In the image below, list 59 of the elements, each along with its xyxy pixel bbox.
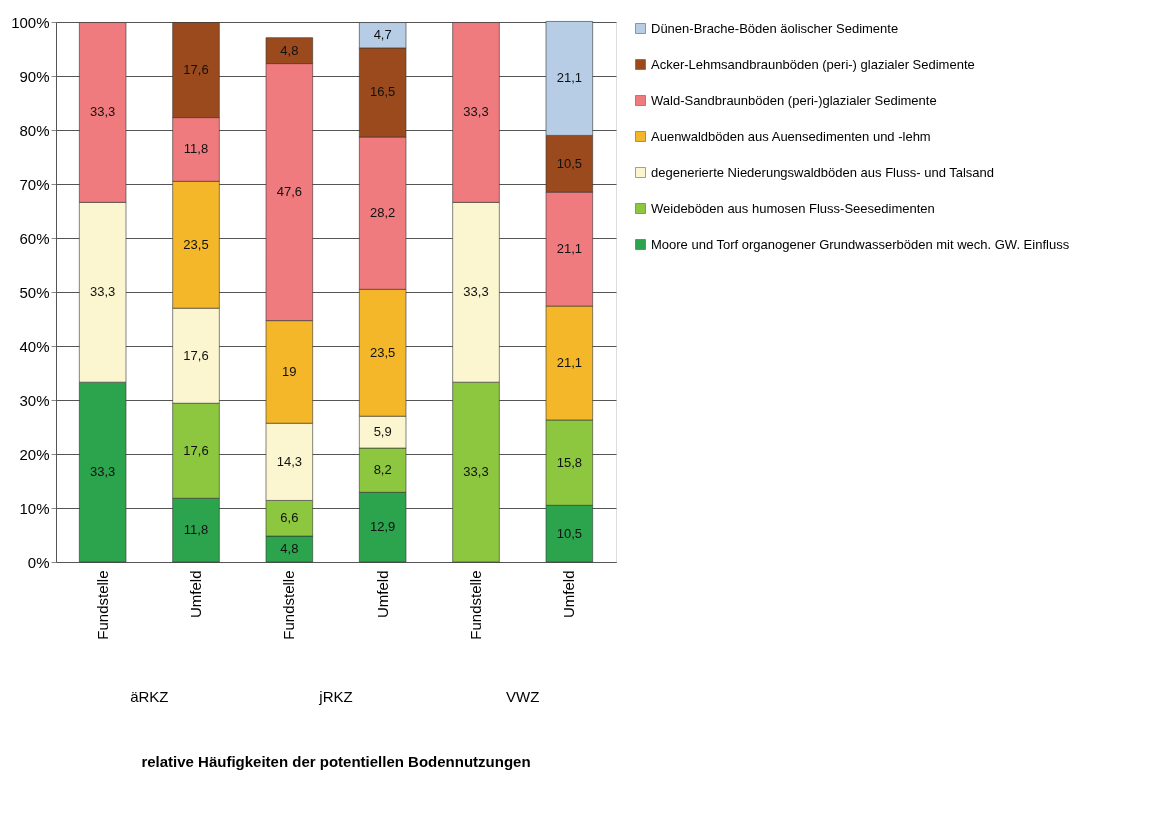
data-label: 4,7	[373, 27, 392, 43]
data-label: 33,3	[90, 284, 116, 300]
y-tick-label: 40%	[19, 337, 50, 355]
data-label: 17,6	[183, 347, 209, 363]
data-label: 14,3	[276, 453, 302, 469]
data-label: 33,3	[463, 464, 489, 480]
data-label: 21,1	[556, 241, 582, 257]
data-label: 6,6	[280, 510, 299, 526]
y-tick-label: 60%	[19, 229, 50, 247]
data-label: 4,8	[280, 541, 299, 557]
y-tick-label: 20%	[19, 445, 50, 463]
data-label: 33,3	[90, 464, 116, 480]
data-label: 17,6	[183, 442, 209, 458]
y-tick-label: 100%	[11, 13, 50, 31]
data-label: 33,3	[90, 104, 116, 120]
data-label: 21,1	[556, 70, 582, 86]
legend-label: Auenwaldböden aus Auensedimenten und -lehm	[651, 128, 931, 144]
y-tick-label: 0%	[27, 553, 50, 571]
legend-label: Dünen-Brache-Böden äolischer Sedimente	[651, 20, 899, 36]
data-label: 17,6	[183, 62, 209, 78]
data-label: 23,5	[183, 236, 209, 252]
data-label: 23,5	[370, 344, 396, 360]
y-tick-label: 90%	[19, 67, 50, 85]
text: jRKZ	[318, 688, 353, 705]
data-label: 12,9	[370, 519, 396, 535]
data-label: 11,8	[183, 141, 209, 157]
legend-label: Wald-Sandbraunböden (peri-)glazialer Sedimente	[651, 92, 937, 108]
x-tick-label: Umfeld	[187, 570, 204, 619]
text: äRKZ	[130, 688, 169, 705]
legend-label: Weideböden aus humosen Fluss-Seesedimenten	[651, 200, 935, 216]
y-tick-label: 30%	[19, 391, 50, 409]
x-tick-label: Fundstelle	[280, 570, 298, 640]
data-label: 16,5	[370, 84, 396, 100]
data-label: 33,3	[463, 284, 489, 300]
y-tick-label: 80%	[19, 121, 50, 139]
x-tick-label: Fundstelle	[467, 570, 484, 640]
data-label: 47,6	[276, 184, 302, 200]
data-label: 28,2	[370, 205, 396, 221]
data-label: 19	[282, 363, 297, 379]
data-label: 4,8	[280, 42, 299, 58]
data-label: 15,8	[556, 454, 582, 470]
data-label: 21,1	[556, 355, 582, 371]
y-tick-label: 10%	[19, 499, 50, 517]
text: VWZ	[506, 688, 540, 705]
data-label: 8,2	[373, 462, 392, 478]
data-label: 10,5	[556, 155, 582, 171]
y-tick-label: 50%	[19, 283, 50, 301]
data-label: 5,9	[373, 424, 392, 440]
legend-label: Acker-Lehmsandbraunböden (peri-) glazialer Sedimente	[651, 56, 975, 72]
text: relative Häufigkeiten der potentiellen Bodennutzungen	[141, 753, 531, 770]
legend-label: degenerierte Niederungswaldböden aus Fluss- und Talsand	[651, 164, 995, 180]
legend-label: Moore und Torf organogener Grundwasserböden mit wech. GW. Einfluss	[651, 236, 1070, 252]
y-tick-label: 70%	[19, 175, 50, 193]
data-label: 10,5	[556, 525, 582, 541]
x-tick-label: Umfeld	[560, 570, 578, 619]
data-label: 11,8	[183, 522, 209, 538]
data-label: 33,3	[463, 104, 489, 120]
x-tick-label: Fundstelle	[93, 570, 111, 640]
x-tick-label: Umfeld	[373, 570, 391, 619]
